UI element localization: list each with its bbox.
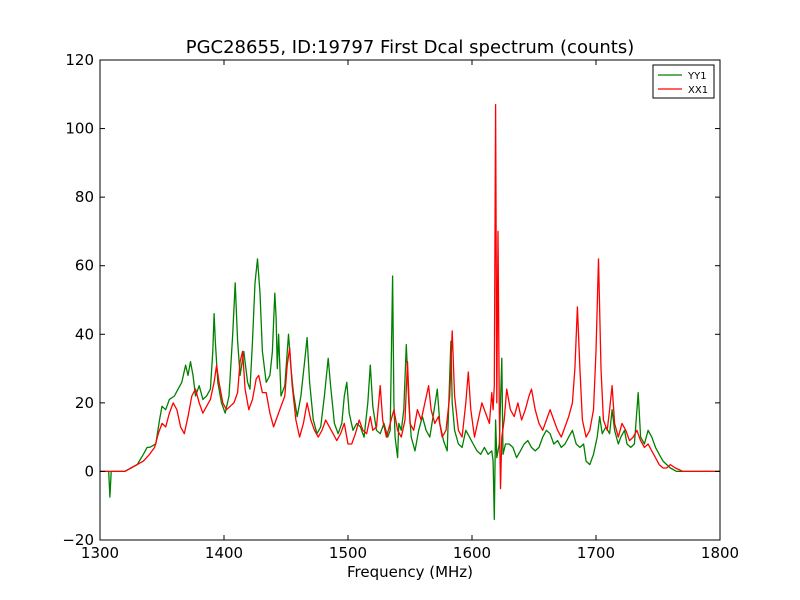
x-tick-label: 1500 [329, 544, 367, 562]
y-tick-label: 0 [84, 462, 94, 480]
x-tick-label: 1300 [81, 544, 119, 562]
y-tick-label: 80 [75, 188, 94, 206]
series-line-yy1 [100, 258, 720, 521]
x-tick-label: 1800 [701, 544, 739, 562]
y-tick-label: 40 [75, 325, 94, 343]
y-tick-label: 100 [65, 120, 94, 138]
legend-box [652, 64, 715, 99]
y-tick-label: 120 [65, 51, 94, 69]
series-layer [100, 103, 720, 521]
x-axis-label: Frequency (MHz) [347, 563, 473, 581]
y-tick-label: 60 [75, 257, 94, 275]
x-tick-label: 1400 [205, 544, 243, 562]
axis-layer: 1300 1400 1500 1600 1700 1800 −20 0 20 40 60 80 100 1… [62, 51, 739, 562]
x-tick-label: 1600 [453, 544, 491, 562]
legend-label-yy1: YY1 [687, 71, 707, 82]
chart-title: PGC28655, ID:19797 First Dcal spectrum (… [186, 37, 635, 58]
series-line-xx1 [100, 103, 720, 490]
y-tick-label: −20 [62, 531, 94, 549]
legend-label-xx1: XX1 [688, 85, 708, 96]
plot-frame [99, 59, 721, 541]
x-tick-label: 1700 [577, 544, 615, 562]
y-tick-label: 20 [75, 394, 94, 412]
